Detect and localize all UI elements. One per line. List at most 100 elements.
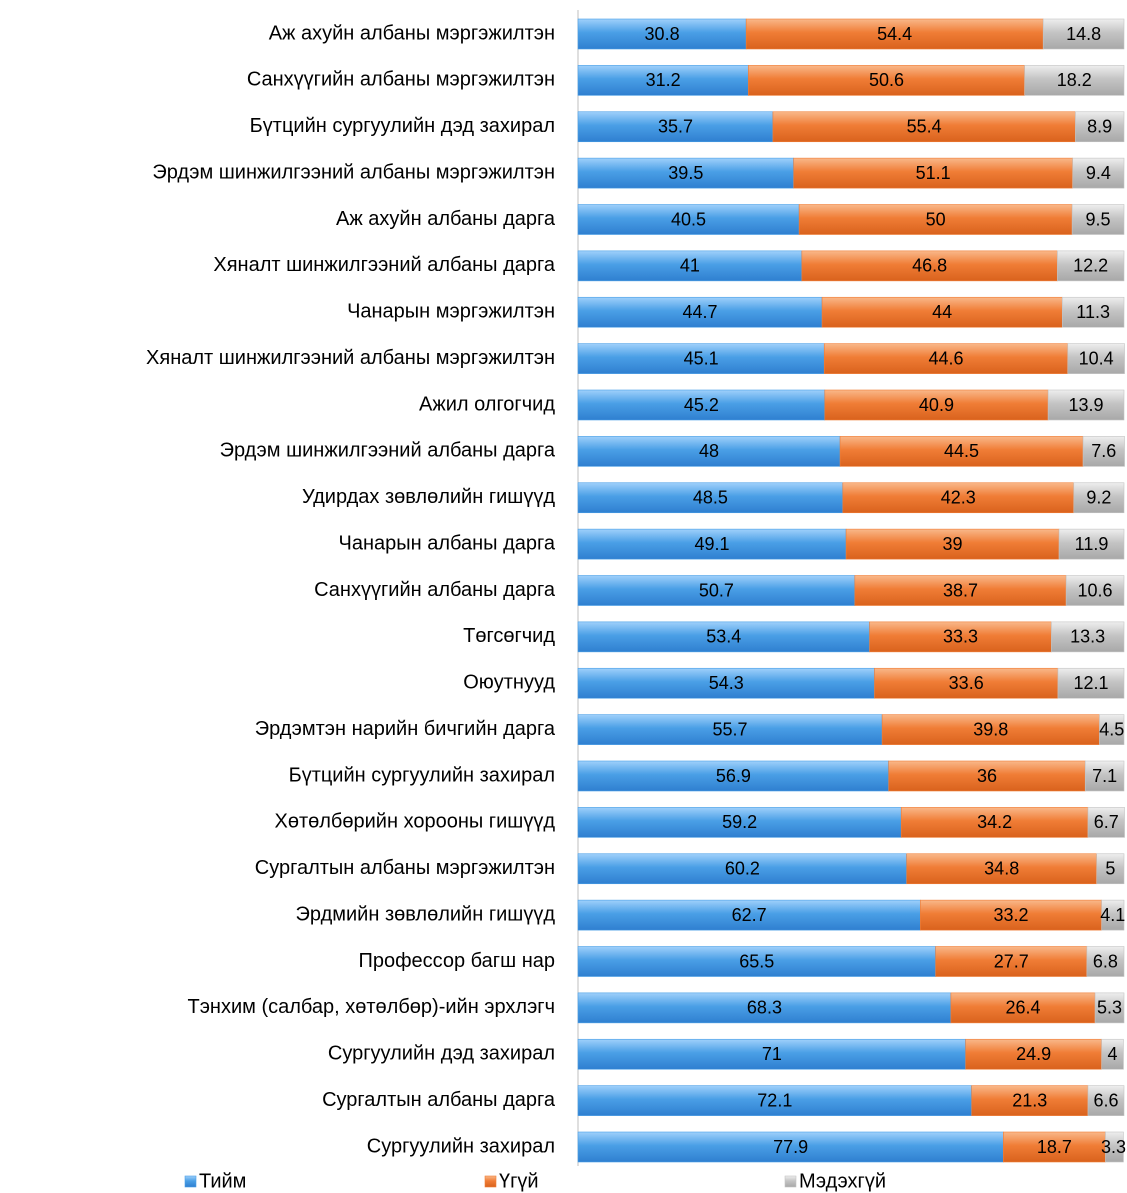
bar-segment [577,853,907,885]
category-label: Удирдах зөвлөлийн гишүүд [302,486,555,508]
bar-segment [577,204,800,235]
category-label: Сургуулийн захирал [367,1135,555,1157]
bar-segment [1101,899,1125,931]
bar-segment [772,111,1076,143]
value-label: 26.4 [1005,998,1040,1018]
value-label: 4 [1108,1044,1118,1064]
value-label: 62.7 [732,905,767,925]
bar-segment [920,899,1102,931]
bar-segment [577,436,841,467]
bar-segment [971,1085,1089,1116]
bar-segment [577,389,826,421]
bar-segment [935,946,1088,977]
bar-segment [577,250,803,282]
value-label: 7.6 [1091,441,1116,461]
value-label: 38.7 [943,580,978,600]
category-label: Санхүүгийн албаны дарга [314,579,556,601]
bar-segment [1096,853,1125,885]
bar-segment [801,250,1058,282]
bar-segment [1101,1038,1124,1070]
bar-segment [1087,807,1125,838]
bar-segment [906,853,1098,885]
bar-segment [1087,1085,1125,1116]
value-label: 45.1 [684,348,719,368]
value-label: 50 [926,209,946,229]
bar-segment [577,946,936,977]
bar-segment [1057,667,1125,699]
value-label: 9.4 [1086,163,1111,183]
bar-segment [1047,389,1125,421]
bar-segment [577,899,921,931]
value-label: 55.4 [907,117,942,137]
bar-segment [577,807,902,838]
value-label: 44.6 [928,348,963,368]
value-label: 5 [1105,859,1115,879]
value-label: 31.2 [646,70,681,90]
value-label: 30.8 [645,24,680,44]
value-label: 34.8 [984,859,1019,879]
value-label: 5.3 [1097,998,1122,1018]
bar-segment [577,1131,1004,1163]
category-label: Чанарын албаны дарга [338,532,555,554]
bar-segment [1058,528,1125,560]
value-label: 40.9 [919,395,954,415]
value-label: 54.4 [877,24,912,44]
bar-segment [1051,621,1125,653]
value-label: 4.5 [1099,719,1124,739]
value-label: 44 [932,302,952,322]
bar-segment [1105,1131,1124,1163]
category-label: Эрдэм шинжилгээний албаны дарга [220,440,556,462]
category-label: Ажил олгогчид [419,393,555,415]
value-label: 46.8 [912,256,947,276]
category-label: Эрдэм шинжилгээний албаны мэргэжилтэн [152,161,555,183]
value-label: 39 [943,534,963,554]
value-label: 10.6 [1078,580,1113,600]
value-label: 56.9 [716,766,751,786]
bar-segment [1082,436,1125,467]
bar-segment [745,18,1044,50]
bar-segment [577,528,847,560]
bar-segment [1099,714,1125,745]
value-label: 54.3 [709,673,744,693]
value-label: 49.1 [695,534,730,554]
bar-segment [1067,343,1125,374]
bar-segment [577,575,856,606]
value-label: 33.2 [993,905,1028,925]
value-label: 33.3 [943,627,978,647]
value-label: 35.7 [658,117,693,137]
value-label: 36 [977,766,997,786]
value-label: 44.5 [944,441,979,461]
value-label: 50.7 [699,580,734,600]
category-label: Төгсөгчид [463,625,555,647]
bar-segment [577,1038,966,1070]
value-label: 12.1 [1073,673,1108,693]
category-label: Тэнхим (салбар, хөтөлбөр)-ийн эрхлэгч [188,996,556,1018]
value-label: 48.5 [693,488,728,508]
bar-segment [1072,157,1125,189]
bar-segment [798,204,1073,235]
bar-segment [950,992,1096,1024]
value-label: 55.7 [713,719,748,739]
bar-segment [823,343,1069,374]
legend-swatch [184,1175,197,1188]
value-label: 18.2 [1057,70,1092,90]
value-label: 6.7 [1094,812,1119,832]
category-label: Аж ахуйн албаны мэргэжилтэн [269,22,555,44]
bar-segment [1094,992,1125,1024]
bar-segment [839,436,1084,467]
value-label: 59.2 [722,812,757,832]
category-label: Сургуулийн дэд захирал [328,1043,555,1065]
value-label: 51.1 [916,163,951,183]
category-label: Эрдэмтэн нарийн бичгийн дарга [255,718,556,740]
category-label: Бүтцийн сургуулийн дэд захирал [250,115,555,137]
bar-segment [1062,296,1125,328]
bar-segment [881,714,1100,745]
bar-segment [1084,760,1125,792]
bar-segment [1065,575,1125,606]
category-label: Сургалтын албаны дарга [322,1089,556,1111]
category-label: Чанарын мэргэжилтэн [347,301,555,323]
value-label: 41 [680,256,700,276]
value-label: 3.3 [1101,1137,1126,1157]
bar-segment [965,1038,1102,1070]
